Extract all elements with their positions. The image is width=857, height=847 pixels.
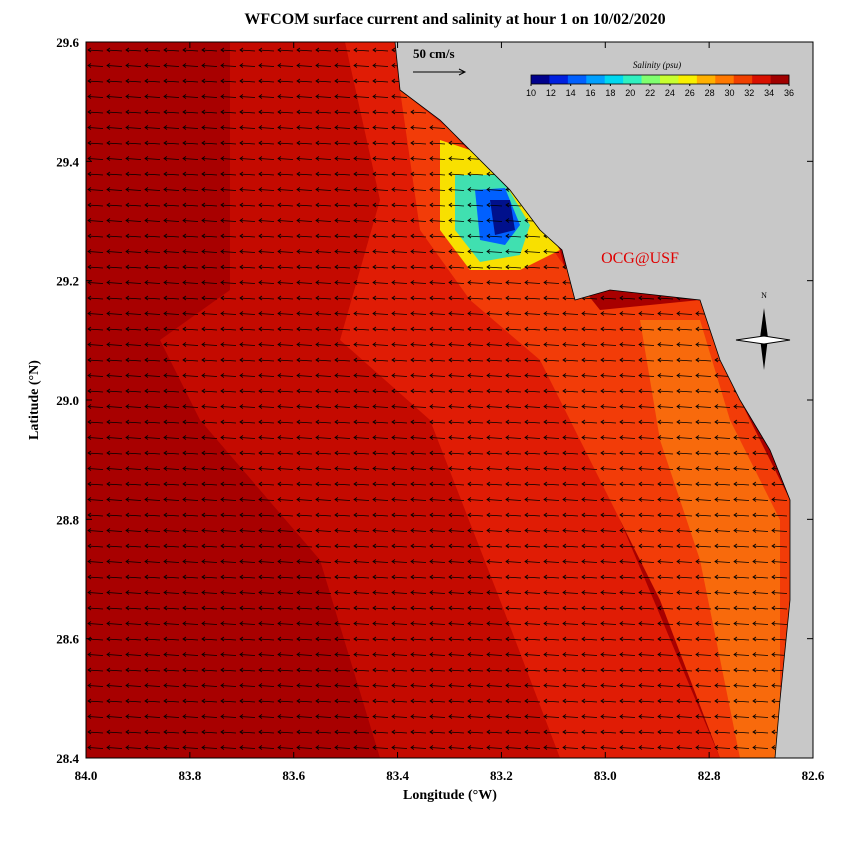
y-tick-label: 29.6 [56, 35, 79, 50]
colorbar-segment [752, 75, 771, 84]
colorbar-segment [567, 75, 587, 84]
colorbar-segment [586, 75, 606, 84]
x-tick-label: 84.0 [75, 768, 98, 783]
scale-arrow-head [458, 68, 467, 76]
colorbar-tick-label: 16 [586, 88, 596, 98]
scale-label: 50 cm/s [413, 46, 455, 61]
colorbar-tick-label: 34 [764, 88, 774, 98]
colorbar-tick-label: 36 [784, 88, 794, 98]
colorbar: 10 12 14 16 18 20 22 24 26 28 30 32 34 36 [526, 74, 794, 98]
colorbar-segment [678, 75, 698, 84]
colorbar-segment [770, 75, 790, 84]
y-tick-label: 29.0 [56, 393, 79, 408]
colorbar-tick-label: 20 [625, 88, 635, 98]
land [394, 42, 813, 758]
colorbar-tick-label: 14 [566, 88, 576, 98]
north-arrow: N [735, 291, 791, 370]
colorbar-tick-label: 26 [685, 88, 695, 98]
colorbar-tick-label: 12 [546, 88, 556, 98]
compass-ew [735, 335, 791, 345]
colorbar-segment [549, 75, 569, 84]
north-label: N [761, 291, 767, 300]
y-tick-label: 28.4 [56, 751, 79, 766]
x-tick-label: 83.8 [178, 768, 201, 783]
map-area [86, 42, 813, 758]
colorbar-tick-label: 30 [724, 88, 734, 98]
y-tick-label: 29.2 [56, 274, 79, 289]
x-tick-label: 83.6 [282, 768, 305, 783]
colorbar-tick-label: 22 [645, 88, 655, 98]
x-tick-label: 83.4 [386, 768, 409, 783]
colorbar-segment [604, 75, 624, 84]
x-axis-label: Longitude (°W) [403, 788, 497, 803]
x-tick-label: 83.0 [594, 768, 617, 783]
colorbar-segment [696, 75, 716, 84]
colorbar-tick-label: 32 [744, 88, 754, 98]
x-tick-label: 83.2 [490, 768, 513, 783]
colorbar-tick-label: 18 [605, 88, 615, 98]
colorbar-segment [715, 75, 735, 84]
y-tick-label: 29.4 [56, 154, 79, 169]
colorbar-segment [733, 75, 753, 84]
colorbar-segment [531, 75, 550, 84]
y-tick-label: 28.8 [56, 512, 79, 527]
title: WFCOM surface current and salinity at ho… [244, 11, 665, 28]
y-axis-label: Latitude (°N) [27, 360, 42, 440]
colorbar-tick-label: 10 [526, 88, 536, 98]
y-tick-label: 28.6 [56, 632, 79, 647]
credit: OCG@USF [601, 250, 679, 267]
colorbar-segment [641, 75, 661, 84]
colorbar-tick-label: 28 [705, 88, 715, 98]
colorbar-frame [530, 74, 790, 85]
colorbar-title: Salinity (psu) [633, 60, 681, 70]
x-tick-label: 82.6 [802, 768, 825, 783]
colorbar-segment [660, 75, 679, 84]
axes: 84.0 83.8 83.6 83.4 83.2 83.0 82.8 82.6 28.4 28.6… [56, 35, 825, 783]
colorbar-segment [623, 75, 642, 84]
x-tick-label: 82.8 [698, 768, 721, 783]
colorbar-tick-label: 24 [665, 88, 675, 98]
